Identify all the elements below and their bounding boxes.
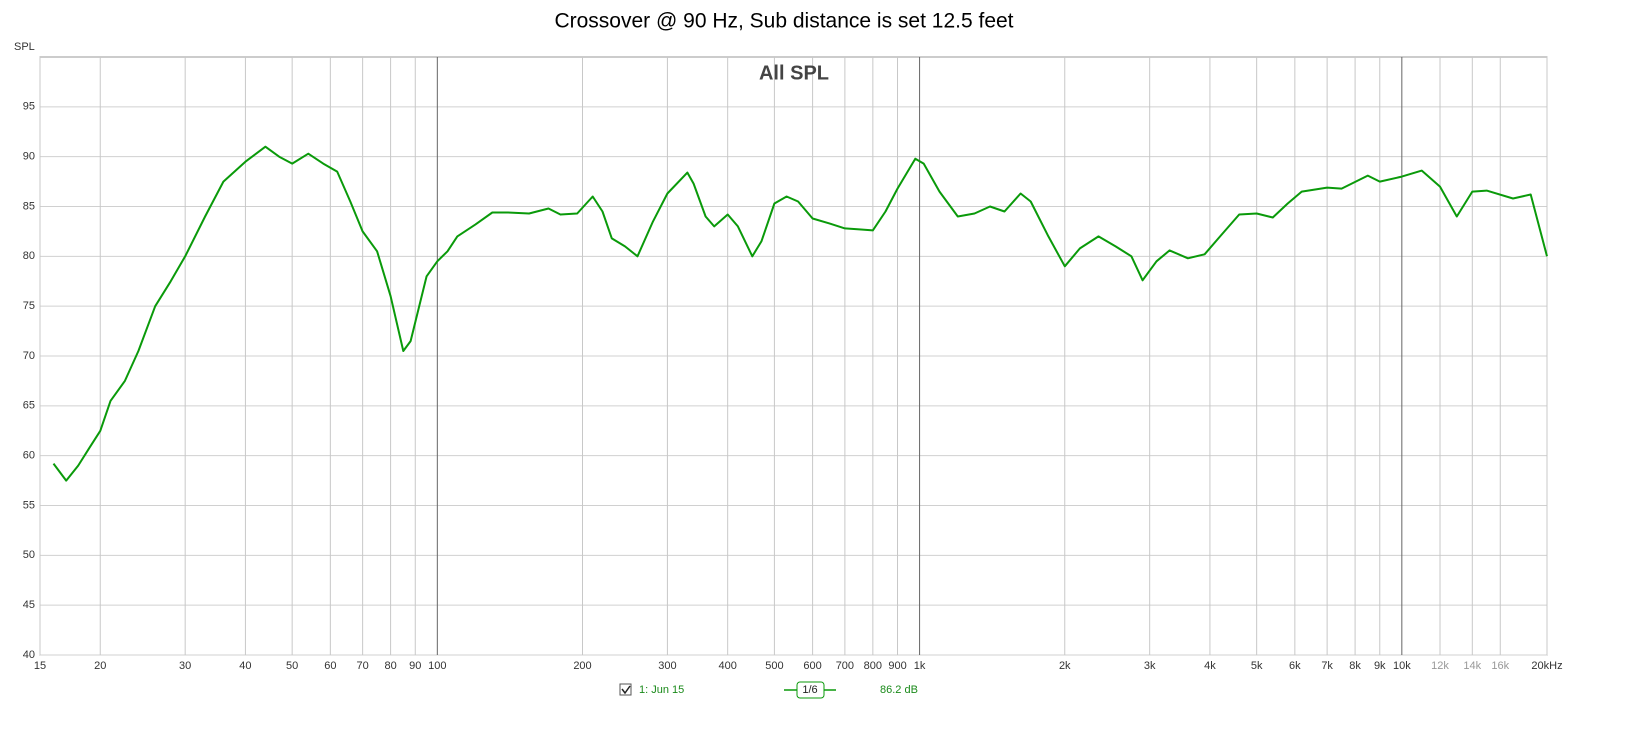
x-tick-label: 900 — [888, 660, 906, 672]
x-tick-label: 800 — [864, 660, 882, 672]
x-tick-label: 14k — [1463, 660, 1481, 672]
x-tick-label: 4k — [1204, 660, 1216, 672]
legend-checkbox[interactable] — [619, 683, 632, 696]
x-tick-label: 50 — [286, 660, 298, 672]
x-tick-label: 12k — [1431, 660, 1449, 672]
x-tick-label: 8k — [1349, 660, 1361, 672]
x-tick-label: 600 — [803, 660, 821, 672]
x-tick-label: 400 — [718, 660, 736, 672]
x-tick-label: 9k — [1374, 660, 1386, 672]
x-tick-label: 20kHz — [1531, 660, 1562, 672]
x-tick-label: 60 — [324, 660, 336, 672]
chart-title: Crossover @ 90 Hz, Sub distance is set 1… — [554, 10, 1013, 33]
y-tick-label: 45 — [23, 599, 35, 611]
chart-subtitle: All SPL — [759, 62, 829, 84]
x-tick-label: 70 — [357, 660, 369, 672]
smoothing-box[interactable] — [796, 681, 825, 699]
smoothing-label: 1/6 — [802, 684, 817, 696]
x-tick-label: 3k — [1144, 660, 1156, 672]
x-tick-label: 40 — [239, 660, 251, 672]
legend-label: 1: Jun 15 — [639, 684, 684, 696]
x-tick-label: 90 — [409, 660, 421, 672]
y-tick-label: 60 — [23, 450, 35, 462]
x-tick-label: 15 — [34, 660, 46, 672]
y-tick-label: 50 — [23, 549, 35, 561]
legend: 1: Jun 15 1/6 86.2 dB — [619, 681, 918, 699]
x-tick-label: 300 — [658, 660, 676, 672]
y-tick-label: 55 — [23, 499, 35, 511]
x-tick-label: 1k — [914, 660, 926, 672]
x-tick-label: 7k — [1321, 660, 1333, 672]
x-tick-label: 30 — [179, 660, 191, 672]
x-tick-label: 100 — [428, 660, 446, 672]
x-tick-label: 200 — [573, 660, 591, 672]
x-tick-label: 5k — [1251, 660, 1263, 672]
x-tick-label: 6k — [1289, 660, 1301, 672]
data-line — [52, 145, 1548, 482]
x-tick-label: 20 — [94, 660, 106, 672]
y-tick-label: 40 — [23, 649, 35, 661]
x-tick-label: 16k — [1491, 660, 1509, 672]
y-tick-label: 65 — [23, 400, 35, 412]
y-tick-label: 80 — [23, 250, 35, 262]
x-tick-label: 500 — [765, 660, 783, 672]
y-tick-label: 70 — [23, 350, 35, 362]
x-tick-label: 700 — [836, 660, 854, 672]
y-axis-label: SPL — [14, 41, 35, 53]
y-tick-label: 75 — [23, 300, 35, 312]
y-tick-label: 85 — [23, 200, 35, 212]
x-tick-label: 2k — [1059, 660, 1071, 672]
x-tick-label: 10k — [1393, 660, 1411, 672]
y-tick-label: 90 — [23, 151, 35, 163]
y-tick-label: 95 — [23, 101, 35, 113]
check-mark — [621, 685, 631, 695]
grid — [39, 57, 1548, 656]
legend-value: 86.2 dB — [880, 684, 918, 696]
x-tick-label: 80 — [384, 660, 396, 672]
